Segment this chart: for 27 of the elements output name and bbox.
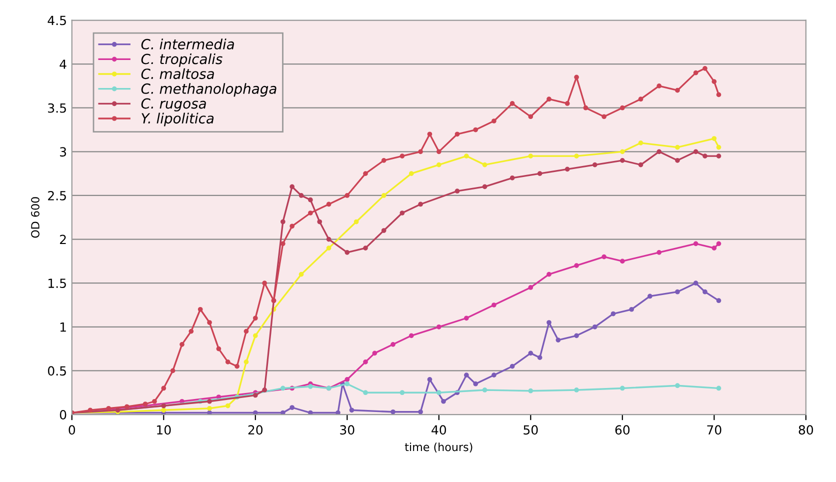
x-tick-label: 0 [68,425,76,435]
x-tick-label: 50 [524,425,538,435]
legend-label: C. maltosa [141,68,214,80]
y-tick-label: 3 [60,147,66,157]
x-tick-label: 10 [157,425,171,435]
y-tick-label: 1 [60,322,66,332]
y-tick-label: 1.5 [48,278,66,288]
legend-label: Y. lipolitica [142,112,214,126]
legend-label: C. rugosa [141,98,206,112]
y-tick-label: 4 [60,60,66,69]
x-tick-label: 80 [798,425,814,435]
y-tick-label: 0 [60,410,66,420]
y-tick-label: 4.5 [48,16,66,26]
y-tick-label: 2 [60,234,66,244]
legend-label: C. tropicalis [141,53,222,67]
legend-label: C. intermedia [141,38,234,50]
x-tick-label: 70 [707,425,722,435]
x-tick-label: 40 [432,425,446,435]
y-tick-label: 0.5 [48,366,66,376]
x-tick-label: 30 [340,425,354,435]
y-tick-label: 2.5 [48,190,66,200]
legend-label: C. methanolophaga [141,83,276,97]
x-axis-title: time (hours) [404,442,472,452]
y-tick-label: 3.5 [48,103,66,113]
x-tick-label: 60 [615,425,630,435]
x-tick-label: 20 [248,425,263,435]
y-axis-title: OD 600 [31,197,40,238]
